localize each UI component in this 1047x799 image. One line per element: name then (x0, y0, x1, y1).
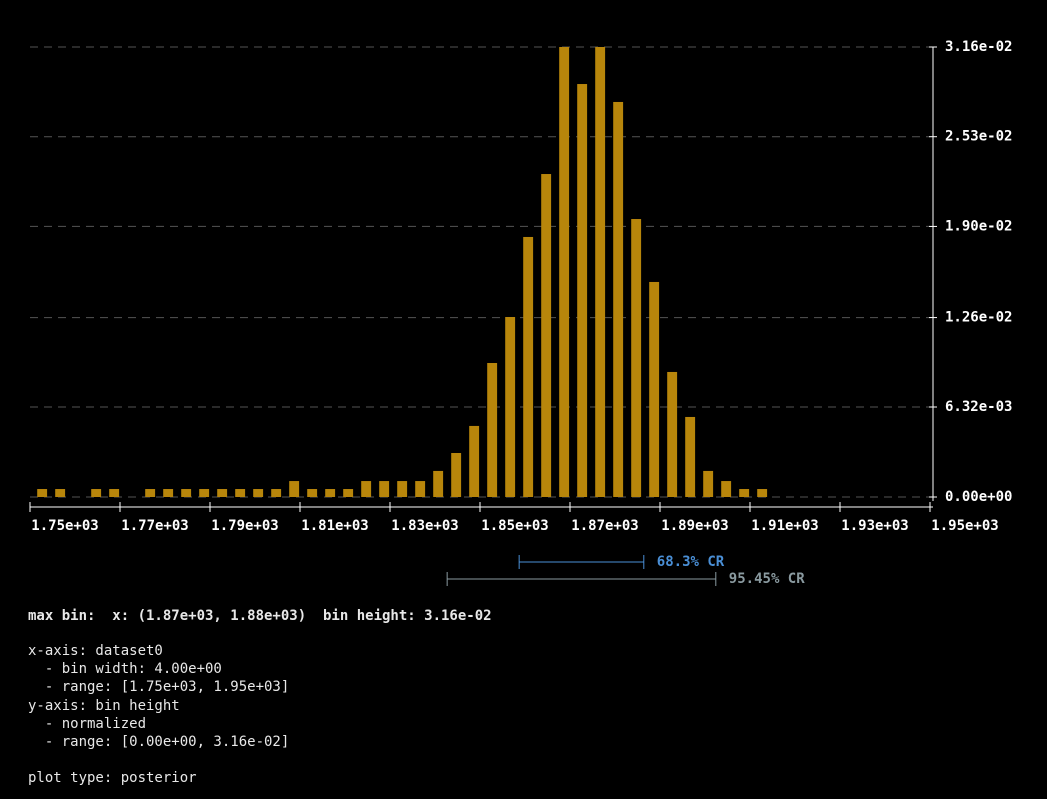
info-line: - bin width: 4.00e+00 (28, 661, 222, 678)
bar (505, 317, 516, 497)
bar (163, 489, 174, 497)
bar (91, 489, 102, 497)
max-bin: max bin: x: (1.87e+03, 1.88e+03) bin hei… (28, 608, 492, 624)
bar (145, 489, 156, 497)
bar (721, 481, 732, 497)
bar (379, 481, 390, 497)
y-tick-label: 1.26e-02 (945, 310, 1012, 326)
interval-label: 68.3% CR (657, 554, 725, 570)
y-tick-label: 0.00e+00 (945, 489, 1012, 505)
bar (289, 481, 300, 497)
info-line: - range: [0.00e+00, 3.16e-02] (28, 734, 290, 750)
bar (703, 470, 714, 497)
x-tick-label: 1.77e+03 (121, 518, 188, 534)
x-tick-label: 1.93e+03 (841, 518, 908, 534)
bar (451, 452, 462, 497)
y-tick-label: 6.32e-03 (945, 399, 1012, 415)
bar (487, 362, 498, 497)
bar (631, 219, 642, 497)
x-tick-label: 1.85e+03 (481, 518, 548, 534)
interval-label: 95.45% CR (729, 571, 805, 587)
bar (109, 489, 120, 497)
info-line: x-axis: dataset0 (28, 643, 163, 659)
bar (325, 489, 336, 497)
bar (613, 101, 624, 497)
bar (217, 489, 228, 497)
bar (55, 489, 66, 497)
y-tick-label: 2.53e-02 (945, 129, 1012, 145)
bar (667, 371, 678, 497)
bar (559, 47, 570, 497)
bar (757, 489, 768, 497)
x-tick-label: 1.81e+03 (301, 518, 368, 534)
bar (541, 174, 552, 497)
x-tick-label: 1.95e+03 (931, 518, 998, 534)
bar (271, 489, 282, 497)
x-tick-label: 1.91e+03 (751, 518, 818, 534)
bar (415, 481, 426, 497)
bar (361, 481, 372, 497)
bar (37, 489, 48, 497)
info-line: - range: [1.75e+03, 1.95e+03] (28, 679, 290, 696)
bar (739, 489, 750, 497)
info-line: - normalized (28, 715, 147, 732)
y-tick-label: 3.16e-02 (945, 39, 1012, 55)
bar (577, 84, 588, 497)
bar (253, 489, 264, 497)
plot-type: plot type: posterior (28, 770, 197, 786)
bar (595, 47, 606, 497)
bar (199, 489, 210, 497)
bar (649, 281, 660, 497)
info-line: y-axis: bin height (28, 697, 180, 714)
bar (235, 489, 246, 497)
x-tick-label: 1.89e+03 (661, 518, 728, 534)
bar (469, 425, 480, 497)
bar (181, 489, 192, 497)
x-tick-label: 1.75e+03 (31, 518, 98, 534)
bar (307, 489, 318, 497)
bar (523, 236, 534, 497)
x-tick-label: 1.83e+03 (391, 518, 458, 534)
chart: 0.00e+00 6.32e-03 1.26e-02 1.90e-02 2.53e-02… (29, 39, 1012, 587)
bar (397, 481, 408, 497)
bar (433, 470, 444, 497)
x-tick-label: 1.87e+03 (571, 518, 638, 534)
x-tick-label: 1.79e+03 (211, 518, 278, 534)
bar (343, 489, 354, 497)
bar (685, 416, 696, 497)
y-tick-label: 1.90e-02 (945, 218, 1012, 234)
